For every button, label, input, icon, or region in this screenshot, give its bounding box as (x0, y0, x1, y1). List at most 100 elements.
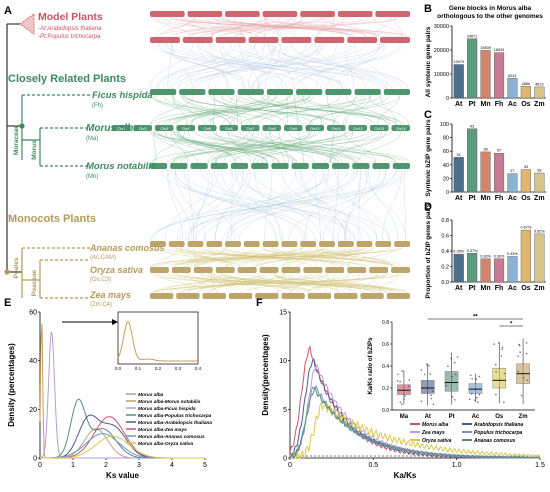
chromosome-ac (243, 241, 260, 247)
chromosome-zm (386, 293, 410, 299)
synteny-link (251, 42, 320, 90)
synteny-link (322, 168, 390, 242)
synteny-link (372, 16, 403, 38)
y-tick-label: 0.2 (441, 265, 449, 271)
chromosome-label: Chr14 (396, 127, 406, 131)
bar (453, 64, 464, 99)
chromosome-mn (271, 163, 289, 169)
box-point (404, 395, 406, 397)
box-point (525, 352, 528, 355)
chromosome-ma (262, 125, 281, 131)
synteny-link (156, 16, 295, 38)
synteny-link (180, 272, 330, 294)
model-triangle (19, 13, 35, 35)
x-tick-label: Os (521, 101, 530, 108)
synteny-link (345, 94, 371, 126)
synteny-link (254, 246, 391, 268)
x-tick-label: Pt (469, 195, 477, 202)
panel-letter-f: F (256, 297, 263, 309)
chromosome-os (237, 267, 257, 273)
synteny-link (186, 272, 312, 294)
bar-value-label: 0.30% (480, 254, 491, 258)
chromosome-mn (291, 163, 309, 169)
bar (520, 229, 531, 283)
synteny-link (209, 42, 228, 90)
box-point (456, 356, 459, 358)
synteny-link (325, 246, 392, 268)
chromosome-ac (281, 241, 298, 247)
synteny-link (281, 246, 373, 268)
morus-notabilis-abbr: (Mn) (86, 174, 98, 180)
synteny-link (162, 16, 258, 38)
bar-chart-d: 0.0 0.2 0.4 0.6 0.8 Proportion of bZIP genes … (425, 203, 546, 298)
bar (494, 52, 505, 99)
legend-label: Zea mays (421, 430, 445, 436)
oryza-label: Oryza sativa (90, 265, 143, 275)
box (397, 384, 411, 395)
synteny-link (184, 94, 335, 126)
box-point (500, 355, 503, 357)
y-tick-label: 10000 (434, 72, 449, 78)
synteny-link (176, 130, 269, 164)
panel-letter-e: E (4, 297, 11, 309)
synteny-link (151, 16, 244, 38)
synteny-link (153, 246, 183, 268)
box-point (468, 398, 471, 401)
y-tick-label: 5 (283, 407, 287, 414)
synteny-link (342, 94, 366, 126)
synteny-link (326, 42, 386, 90)
chromosome-label: Chr8 (268, 127, 276, 131)
box-point (431, 390, 434, 392)
y-axis-label: Density(percentages) (261, 334, 270, 416)
bar-value-label: 33 (524, 165, 528, 169)
box-point (503, 401, 505, 404)
bar (453, 157, 464, 193)
x-tick-label: Ac (508, 285, 517, 292)
synteny-link (333, 168, 339, 242)
synteny-link (185, 42, 356, 90)
synteny-link (163, 94, 242, 126)
synteny-link (329, 246, 358, 268)
chromosome-fh (354, 89, 381, 95)
synteny-link (210, 272, 387, 294)
chromosome-ma (198, 125, 217, 131)
synteny-link (294, 94, 298, 126)
chromosome-os (303, 267, 323, 273)
synteny-link (324, 130, 382, 164)
synteny-link (171, 130, 350, 164)
synteny-link (166, 94, 311, 126)
chromosome-os (391, 267, 410, 273)
morus-genus-label: Morus (31, 140, 38, 160)
chromosome-os (347, 267, 367, 273)
chromosome-pt (380, 37, 410, 43)
box-point (522, 377, 525, 379)
inset-x-tick-label: Zm (519, 414, 528, 420)
synteny-link (304, 168, 329, 242)
box-point (450, 357, 452, 360)
bar-value-label: 19839 (480, 46, 491, 50)
bar (534, 172, 545, 193)
y-tick-label: 15 (279, 310, 287, 317)
x-tick-label: At (455, 285, 463, 292)
box-point (477, 401, 479, 403)
synteny-link (212, 94, 286, 126)
bar (520, 169, 531, 193)
box (468, 383, 483, 394)
box-point (453, 361, 456, 364)
y-tick-label: 0.8 (441, 218, 449, 224)
pt-label: -Pt:Populus trichocarpa (38, 34, 101, 40)
synteny-link (156, 272, 206, 294)
bar-value-label: 0.33% (507, 252, 518, 256)
synteny-link (190, 16, 325, 38)
inset-x-tick-label: Os (495, 414, 504, 420)
synteny-link (281, 168, 348, 242)
chromosome-ac (375, 241, 392, 247)
synteny-link (259, 246, 365, 268)
bar-value-label: 0.62% (534, 229, 545, 233)
bar-value-label: 27 (510, 169, 514, 173)
synteny-link (149, 94, 277, 126)
chromosome-ac (168, 241, 185, 247)
synteny-link (176, 168, 239, 242)
synteny-link (174, 130, 369, 164)
